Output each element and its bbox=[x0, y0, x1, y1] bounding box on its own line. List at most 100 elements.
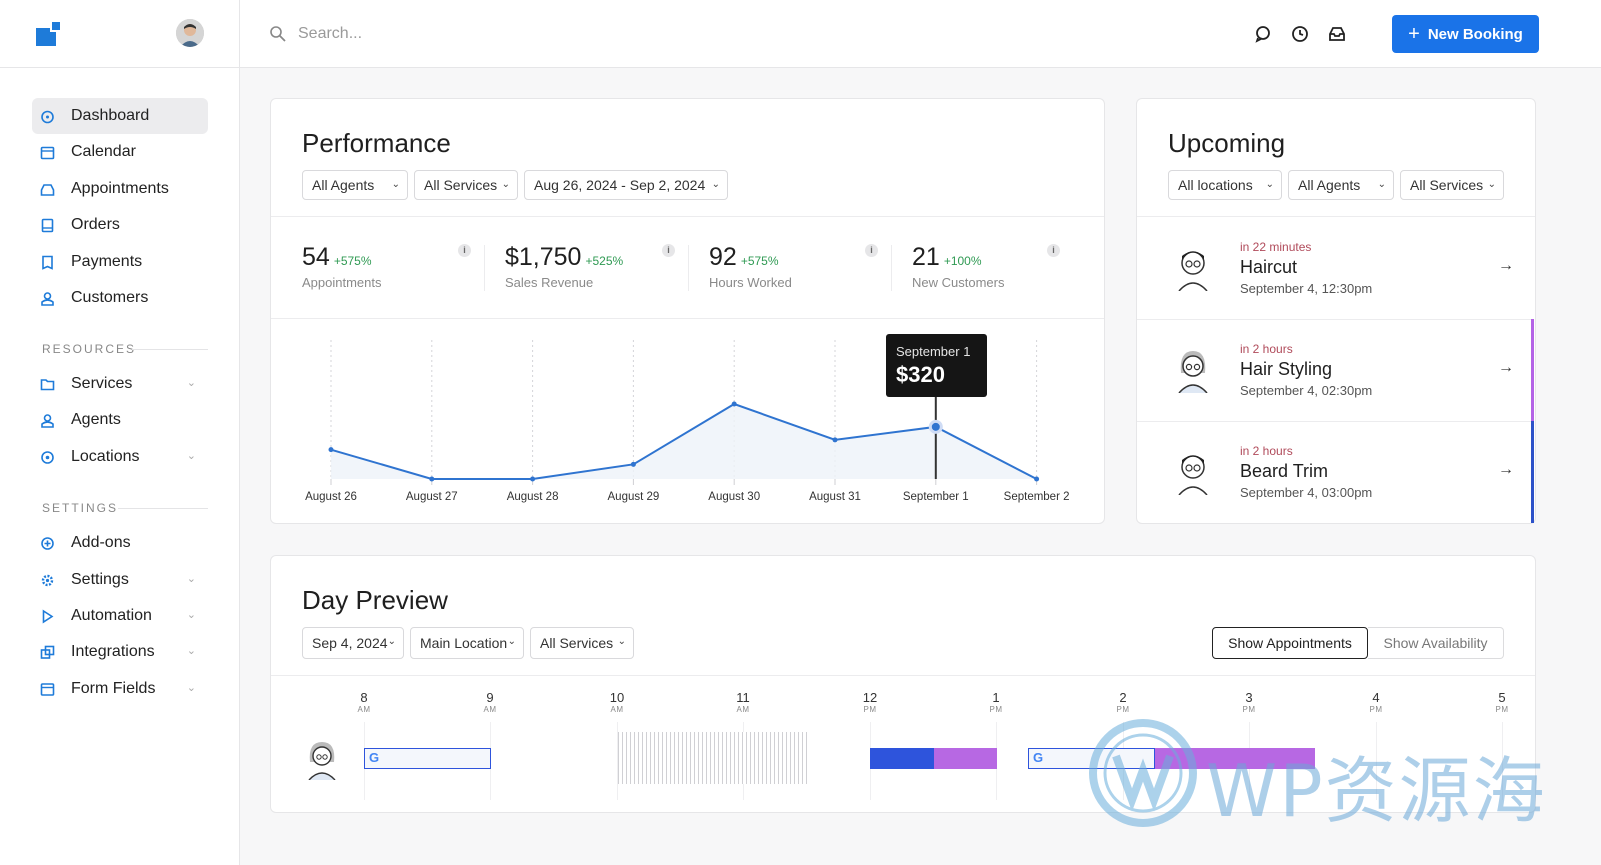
google-event-block[interactable]: G bbox=[364, 748, 491, 769]
day-services-filter[interactable]: All Services ⌄ bbox=[530, 627, 634, 659]
inbox-icon[interactable] bbox=[1327, 24, 1347, 44]
hour-number: 5 bbox=[1498, 690, 1506, 705]
appointment-block-purple[interactable] bbox=[1155, 748, 1315, 769]
new-booking-button[interactable]: + New Booking bbox=[1392, 15, 1539, 53]
sidebar-item-appointments[interactable]: Appointments bbox=[32, 171, 208, 207]
chevron-down-icon: ⌄ bbox=[617, 636, 626, 647]
show-appointments-toggle[interactable]: Show Appointments bbox=[1212, 627, 1368, 659]
upcoming-item[interactable]: in 2 hours Beard Trim September 4, 03:00… bbox=[1137, 421, 1534, 523]
upcoming-time-until: in 22 minutes bbox=[1240, 240, 1312, 254]
sidebar-item-label: Calendar bbox=[71, 143, 136, 160]
user-icon bbox=[41, 414, 54, 428]
upcoming-agents-filter[interactable]: All Agents ⌄ bbox=[1288, 170, 1394, 200]
locations-filter[interactable]: All locations ⌄ bbox=[1168, 170, 1282, 200]
chat-icon[interactable] bbox=[1253, 24, 1273, 44]
upcoming-item[interactable]: in 2 hours Hair Styling September 4, 02:… bbox=[1137, 319, 1534, 421]
chevron-down-icon[interactable]: ⌄ bbox=[186, 682, 196, 694]
sidebar-item-form-fields[interactable]: Form Fields ⌄ bbox=[32, 671, 208, 707]
sidebar-item-dashboard[interactable]: Dashboard bbox=[32, 98, 208, 134]
hour-period: PM bbox=[1495, 705, 1509, 714]
sidebar-item-services[interactable]: Services ⌄ bbox=[32, 366, 208, 402]
divider bbox=[688, 245, 689, 291]
stat-hours-worked: 92 +575% Hours Worked bbox=[709, 243, 792, 293]
hour-number: 2 bbox=[1119, 690, 1127, 705]
hour-number: 11 bbox=[736, 690, 750, 705]
avatar[interactable] bbox=[176, 19, 204, 47]
upcoming-services-filter[interactable]: All Services ⌄ bbox=[1400, 170, 1504, 200]
search-input[interactable] bbox=[298, 20, 698, 48]
agents-filter[interactable]: All Agents ⌄ bbox=[302, 170, 408, 200]
sidebar-item-label: Appointments bbox=[71, 180, 169, 197]
upcoming-date: September 4, 03:00pm bbox=[1240, 485, 1373, 500]
chevron-down-icon[interactable]: ⌄ bbox=[186, 573, 196, 585]
date-range-filter[interactable]: Aug 26, 2024 - Sep 2, 2024 ⌄ bbox=[524, 170, 728, 200]
divider bbox=[271, 675, 1535, 676]
sidebar-item-orders[interactable]: Orders bbox=[32, 207, 208, 243]
sidebar-item-automation[interactable]: Automation ⌄ bbox=[32, 598, 208, 634]
chevron-down-icon: ⌄ bbox=[507, 636, 516, 647]
chart-series-line bbox=[330, 402, 1038, 480]
stat-label: Appointments bbox=[302, 275, 382, 290]
agent-avatar bbox=[1178, 251, 1208, 291]
sidebar-item-label: Form Fields bbox=[71, 680, 156, 697]
location-filter[interactable]: Main Location ⌄ bbox=[410, 627, 524, 659]
chevron-down-icon[interactable]: ⌄ bbox=[186, 377, 196, 389]
sidebar-item-locations[interactable]: Locations ⌄ bbox=[32, 439, 208, 475]
hour-number: 8 bbox=[360, 690, 368, 705]
divider bbox=[891, 245, 892, 291]
hour-period: PM bbox=[1116, 705, 1130, 714]
divider bbox=[118, 508, 208, 509]
chevron-down-icon: ⌄ bbox=[387, 636, 396, 647]
sidebar-item-integrations[interactable]: Integrations ⌄ bbox=[32, 634, 208, 670]
resources-heading: RESOURCES bbox=[42, 342, 137, 356]
appointment-block-blue[interactable] bbox=[870, 748, 934, 769]
chevron-down-icon[interactable]: ⌄ bbox=[186, 450, 196, 462]
upcoming-time-until: in 2 hours bbox=[1240, 342, 1293, 356]
info-icon[interactable]: i bbox=[662, 244, 675, 257]
divider bbox=[484, 245, 485, 291]
brand-bar bbox=[0, 0, 240, 68]
timeline-hour: 3 PM bbox=[1234, 690, 1264, 714]
x-tick-label: August 28 bbox=[507, 491, 559, 503]
sidebar-item-payments[interactable]: Payments bbox=[32, 244, 208, 280]
sidebar-item-settings[interactable]: Settings ⌄ bbox=[32, 562, 208, 598]
form-icon bbox=[40, 683, 55, 696]
upcoming-item[interactable]: in 22 minutes Haircut September 4, 12:30… bbox=[1137, 217, 1534, 319]
arrow-right-icon[interactable]: → bbox=[1498, 359, 1514, 376]
info-icon[interactable]: i bbox=[865, 244, 878, 257]
upcoming-service: Beard Trim bbox=[1240, 461, 1329, 481]
upcoming-title: Upcoming bbox=[1168, 128, 1286, 158]
arrow-right-icon[interactable]: → bbox=[1498, 461, 1514, 478]
day-preview-card bbox=[270, 555, 1536, 813]
folder-icon bbox=[40, 379, 55, 391]
orders-icon bbox=[41, 218, 54, 233]
services-filter[interactable]: All Services ⌄ bbox=[414, 170, 518, 200]
hour-number: 9 bbox=[486, 690, 494, 705]
google-event-block[interactable]: G bbox=[1028, 748, 1155, 769]
chart-point bbox=[832, 437, 838, 443]
sidebar-item-agents[interactable]: Agents bbox=[32, 402, 208, 438]
info-icon[interactable]: i bbox=[1047, 244, 1060, 257]
clock-icon[interactable] bbox=[1290, 24, 1310, 44]
performance-chart: August 26 August 27 August 28 August 29 Augu… bbox=[305, 340, 1070, 503]
sidebar-item-customers[interactable]: Customers bbox=[32, 280, 208, 316]
show-availability-toggle[interactable]: Show Availability bbox=[1368, 627, 1504, 659]
sidebar-item-add-ons[interactable]: Add-ons bbox=[32, 525, 208, 561]
chevron-down-icon[interactable]: ⌄ bbox=[186, 645, 196, 657]
date-filter-value: Sep 4, 2024 bbox=[312, 635, 388, 651]
chart-point bbox=[931, 422, 940, 431]
appointment-block-purple[interactable] bbox=[934, 748, 997, 769]
arrow-right-icon[interactable]: → bbox=[1498, 257, 1514, 274]
agent-avatar bbox=[1178, 455, 1208, 495]
tooltip-date: September 1 bbox=[896, 344, 971, 359]
timeline-hour: 1 PM bbox=[981, 690, 1011, 714]
timeline-hour: 4 PM bbox=[1361, 690, 1391, 714]
chevron-down-icon[interactable]: ⌄ bbox=[186, 609, 196, 621]
sidebar-item-calendar[interactable]: Calendar bbox=[32, 134, 208, 170]
locations-filter-value: All locations bbox=[1178, 177, 1253, 193]
date-filter[interactable]: Sep 4, 2024 ⌄ bbox=[302, 627, 404, 659]
logo-icon[interactable] bbox=[36, 20, 64, 46]
hour-period: PM bbox=[863, 705, 877, 714]
info-icon[interactable]: i bbox=[458, 244, 471, 257]
agent-avatar bbox=[308, 742, 336, 780]
